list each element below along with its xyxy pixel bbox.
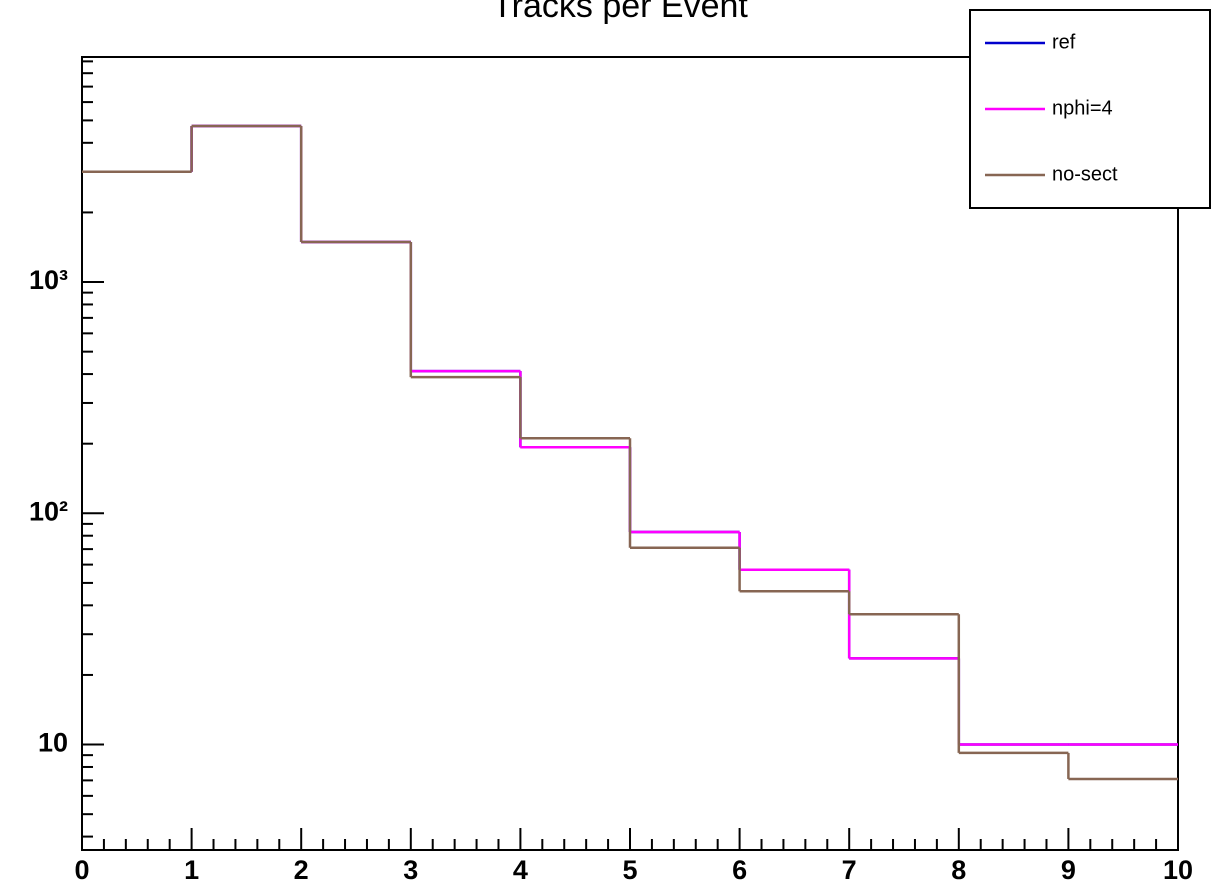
chart-title: Tracks per Event [492,0,748,25]
y-tick-label: 10³ [29,265,68,295]
legend-label: no-sect [1052,163,1118,185]
legend-label: ref [1052,31,1076,53]
x-tick-label: 2 [294,855,309,885]
x-tick-label: 7 [842,855,857,885]
legend-label: nphi=4 [1052,97,1113,119]
x-tick-label: 0 [74,855,89,885]
y-tick-label: 10 [38,728,68,758]
x-tick-label: 9 [1061,855,1076,885]
x-tick-label: 4 [513,855,528,885]
x-tick-label: 6 [732,855,747,885]
x-tick-label: 1 [184,855,199,885]
x-tick-label: 8 [951,855,966,885]
x-tick-label: 3 [403,855,418,885]
x-tick-label: 5 [622,855,637,885]
y-tick-label: 10² [29,496,68,526]
x-tick-label: 10 [1163,855,1193,885]
